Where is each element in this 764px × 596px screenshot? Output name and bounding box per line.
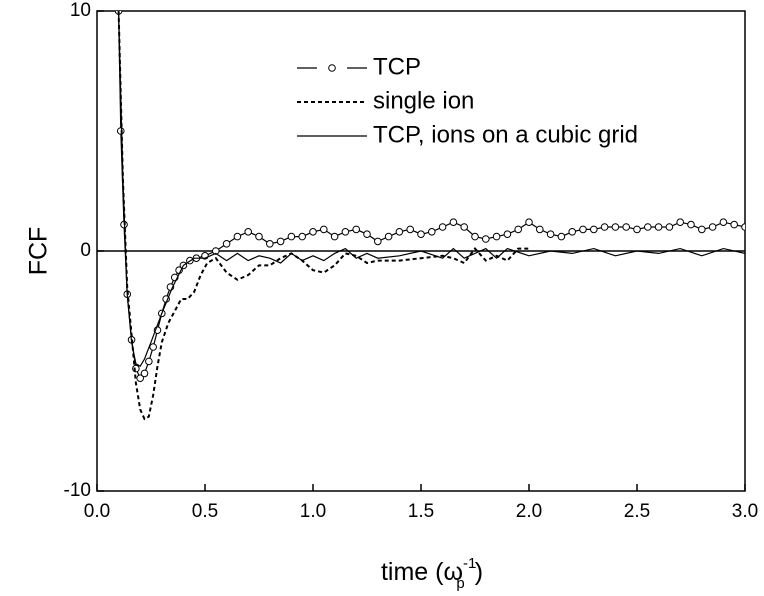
series-line xyxy=(118,11,745,380)
series-marker xyxy=(633,225,641,234)
y-axis-label: FCF xyxy=(25,227,53,276)
series-marker xyxy=(622,223,631,231)
series-marker xyxy=(287,232,296,241)
series-marker xyxy=(611,223,620,231)
legend-label: single ion xyxy=(373,87,474,114)
series-marker xyxy=(492,232,501,241)
series-marker xyxy=(132,364,140,373)
series-marker xyxy=(687,220,695,229)
series-marker xyxy=(460,223,469,231)
series-marker xyxy=(298,232,307,241)
series-line xyxy=(118,11,745,368)
x-tick-label: 1.5 xyxy=(408,501,434,522)
series-marker xyxy=(698,225,706,234)
series-marker xyxy=(266,240,274,248)
series-marker xyxy=(471,232,479,241)
series-marker xyxy=(145,357,153,366)
series-marker xyxy=(352,225,361,234)
series-marker xyxy=(140,369,149,378)
series-marker xyxy=(395,228,404,236)
series-marker xyxy=(363,230,371,238)
series-marker xyxy=(309,228,317,236)
series-marker xyxy=(708,223,717,231)
series-marker xyxy=(644,223,652,231)
x-label-sup: -1 xyxy=(463,555,476,572)
x-tick-label: 1.0 xyxy=(300,501,326,522)
series-marker xyxy=(330,232,339,241)
series-marker xyxy=(255,232,263,241)
legend-marker xyxy=(328,64,336,72)
series-marker xyxy=(730,220,739,229)
series-marker xyxy=(149,343,157,351)
x-label-close: ) xyxy=(475,558,483,586)
series-marker xyxy=(654,223,663,231)
series-marker xyxy=(590,225,598,234)
series-marker xyxy=(438,223,447,231)
series-marker xyxy=(482,235,490,243)
series-marker xyxy=(212,247,220,255)
series-marker xyxy=(233,232,242,241)
series-marker xyxy=(536,225,544,234)
series-marker xyxy=(741,223,745,231)
series-marker xyxy=(417,230,425,238)
series-marker xyxy=(276,237,285,246)
series-marker xyxy=(341,228,350,236)
series-marker xyxy=(320,225,328,234)
series-marker xyxy=(449,218,458,226)
series-marker xyxy=(136,374,144,383)
x-tick-label: 0.0 xyxy=(84,501,110,522)
y-tick-label: 0 xyxy=(80,240,91,261)
series-marker xyxy=(579,225,587,234)
series-marker xyxy=(600,223,609,231)
x-label-main: time (ω xyxy=(381,558,463,586)
series-marker xyxy=(665,223,674,231)
y-tick-label: 10 xyxy=(70,0,91,21)
series-marker xyxy=(374,237,382,246)
series-line xyxy=(117,11,529,421)
series-marker xyxy=(384,232,393,241)
x-tick-label: 2.5 xyxy=(624,501,650,522)
x-tick-label: 0.5 xyxy=(192,501,218,522)
x-label-sub: p xyxy=(456,575,464,592)
x-tick-label: 2.0 xyxy=(516,501,542,522)
series-marker xyxy=(568,228,577,236)
legend-label: TCP xyxy=(373,53,421,80)
x-axis-label: time (ω-1 p) xyxy=(381,555,483,592)
y-tick-label: -10 xyxy=(64,480,91,501)
series-marker xyxy=(428,228,436,236)
series-marker xyxy=(244,228,252,236)
series-marker xyxy=(222,240,231,248)
series-marker xyxy=(503,230,512,238)
series-marker xyxy=(676,218,685,226)
x-tick-label: 3.0 xyxy=(732,501,758,522)
series-marker xyxy=(514,225,523,234)
series-marker xyxy=(557,232,566,241)
series-marker xyxy=(546,230,555,238)
series-marker xyxy=(525,218,533,226)
plot-area xyxy=(114,11,745,421)
series-marker xyxy=(406,225,415,234)
legend-label: TCP, ions on a cubic grid xyxy=(373,121,638,148)
series-marker xyxy=(719,218,728,226)
